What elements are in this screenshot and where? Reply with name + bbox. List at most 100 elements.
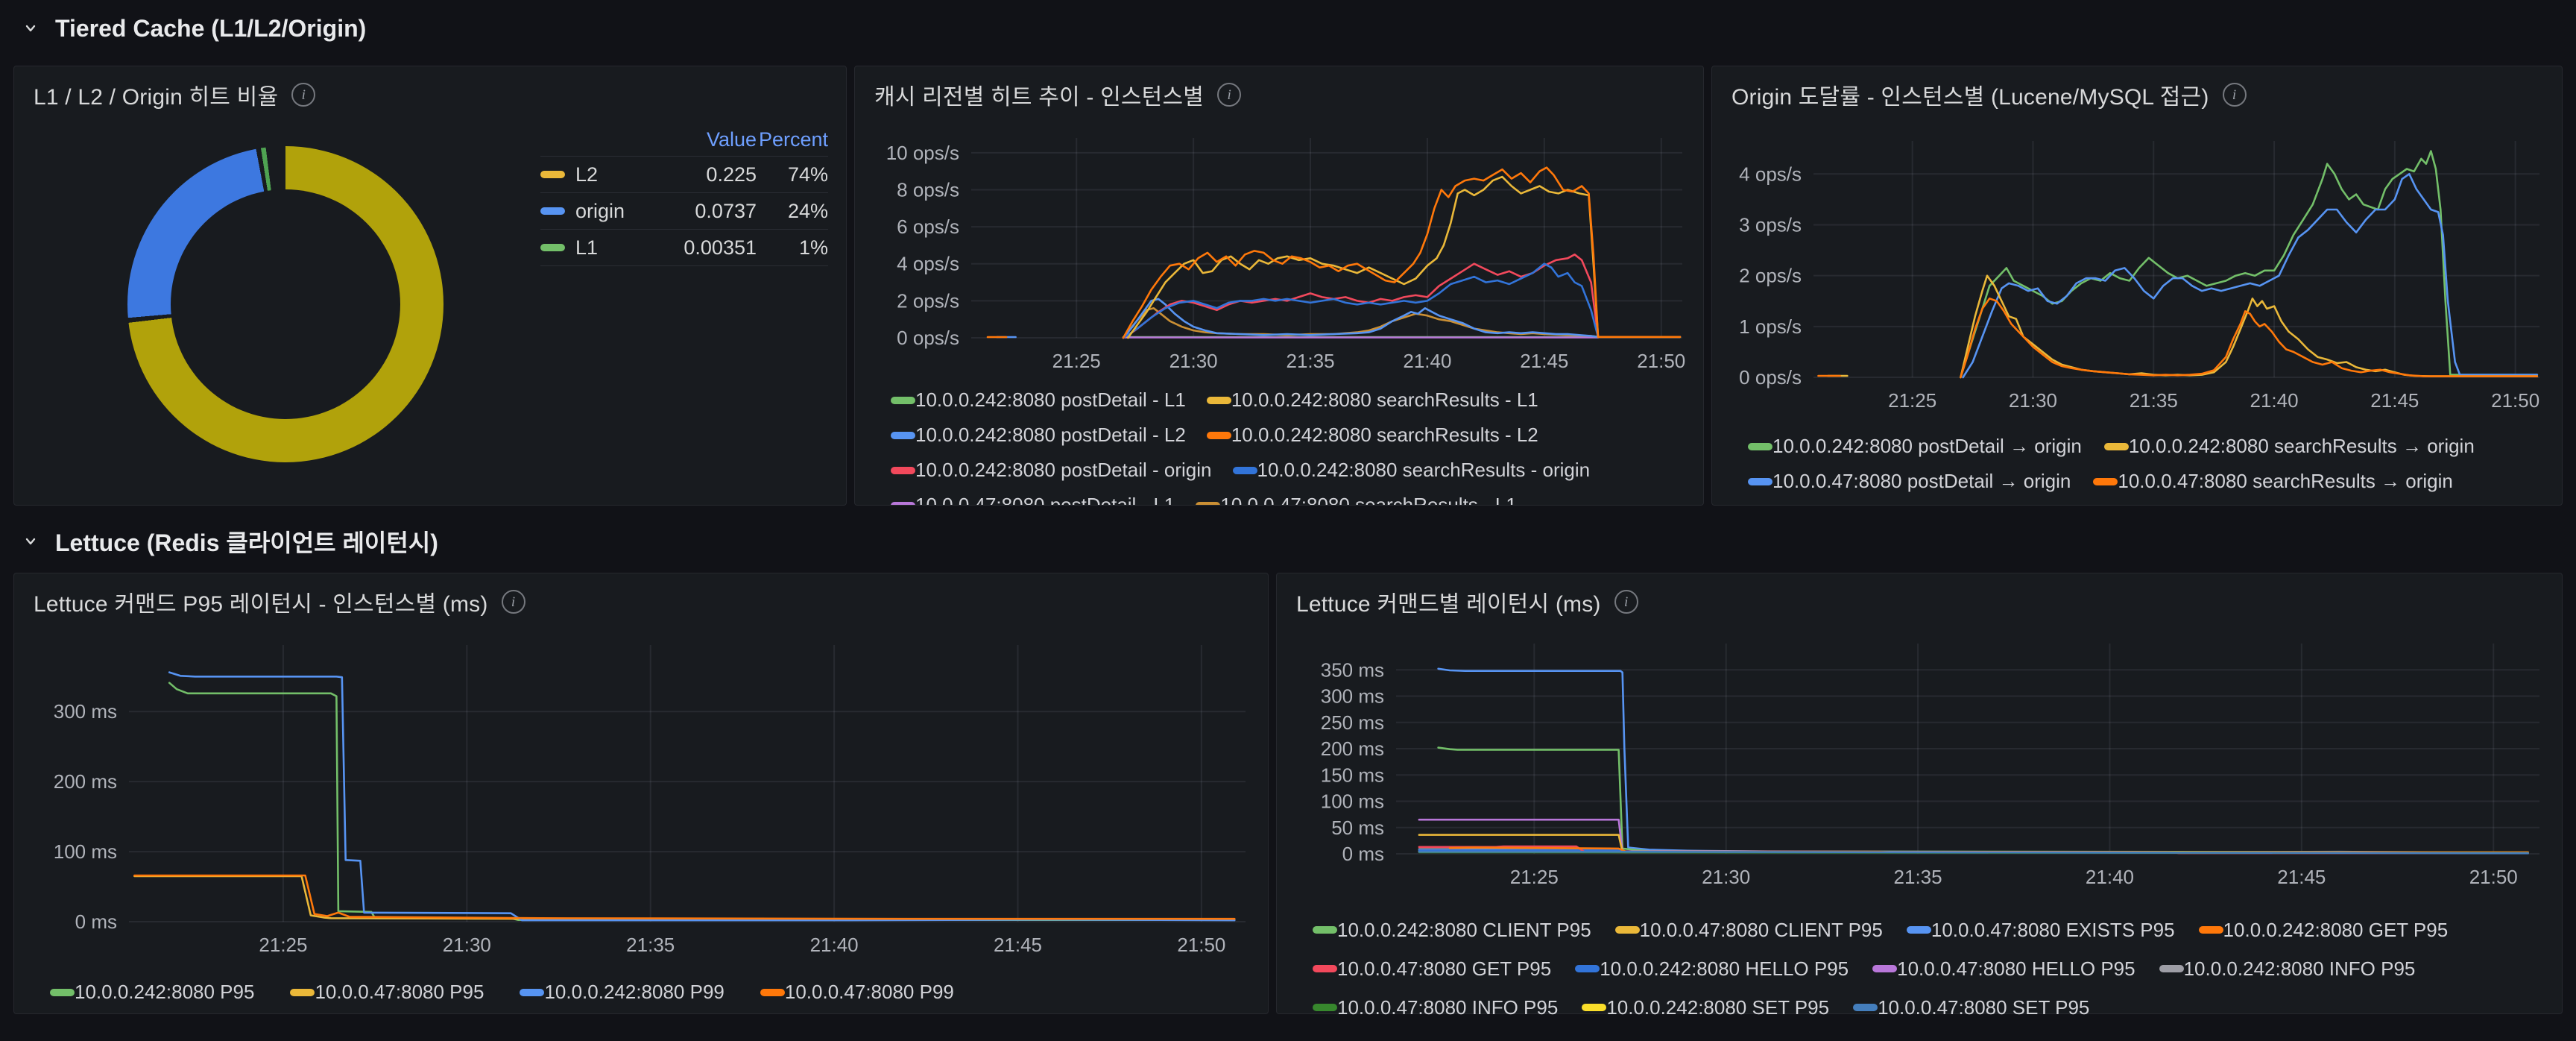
panel-header[interactable]: 캐시 리전별 히트 추이 - 인스턴스별 i bbox=[855, 66, 1703, 123]
donut-chart[interactable] bbox=[127, 146, 443, 462]
legend-label: 10.0.0.47:8080 searchResults → origin bbox=[2118, 470, 2453, 492]
legend-item[interactable]: 10.0.0.242:8080 GET P95 bbox=[2198, 911, 2448, 949]
legend-item[interactable]: 10.0.0.47:8080 postDetail → origin bbox=[1748, 464, 2071, 499]
info-icon[interactable]: i bbox=[1217, 83, 1242, 107]
panel-title: L1 / L2 / Origin 히트 비율 bbox=[34, 85, 279, 110]
table-row: L1 0.00351 1% bbox=[540, 230, 828, 266]
panel-header[interactable]: Origin 도달률 - 인스턴스별 (Lucene/MySQL 접근) i bbox=[1712, 66, 2562, 123]
series-color-chip bbox=[891, 501, 915, 505]
series-color-chip bbox=[891, 466, 915, 474]
svg-text:50 ms: 50 ms bbox=[1331, 817, 1384, 839]
legend-item[interactable]: 10.0.0.242:8080 postDetail - L2 bbox=[891, 418, 1186, 453]
info-icon[interactable]: i bbox=[291, 83, 316, 107]
table-row: L2 0.225 74% bbox=[540, 157, 828, 193]
legend-item[interactable]: 10.0.0.242:8080 postDetail → origin bbox=[1748, 429, 2082, 464]
legend-item[interactable]: 10.0.0.47:8080 P95 bbox=[290, 975, 484, 1010]
column-header-value[interactable]: Value bbox=[706, 128, 757, 151]
svg-text:21:35: 21:35 bbox=[2130, 389, 2178, 412]
legend-label: 10.0.0.242:8080 postDetail - L2 bbox=[915, 424, 1186, 446]
series-color-chip bbox=[1313, 926, 1337, 934]
svg-text:21:30: 21:30 bbox=[443, 934, 491, 956]
series-color-chip bbox=[540, 244, 565, 251]
svg-text:21:40: 21:40 bbox=[1403, 350, 1451, 372]
legend-item[interactable]: 10.0.0.47:8080 INFO P95 bbox=[1313, 988, 1558, 1027]
series-color-chip bbox=[1206, 431, 1231, 439]
legend-item[interactable]: 10.0.0.242:8080 searchResults → origin bbox=[2103, 429, 2475, 464]
legend-label: 10.0.0.242:8080 P99 bbox=[544, 981, 724, 1003]
svg-text:2 ops/s: 2 ops/s bbox=[897, 289, 959, 312]
legend-item[interactable]: 10.0.0.242:8080 INFO P95 bbox=[2159, 949, 2415, 988]
legend-item[interactable]: 10.0.0.47:8080 HELLO P95 bbox=[1872, 949, 2135, 988]
legend-item[interactable]: 10.0.0.47:8080 searchResults - L1 bbox=[1196, 488, 1517, 505]
legend-label: 10.0.0.242:8080 SET P95 bbox=[1606, 996, 1830, 1019]
legend-item[interactable]: 10.0.0.242:8080 searchResults - L2 bbox=[1206, 418, 1538, 453]
legend-item[interactable]: 10.0.0.47:8080 postDetail - L1 bbox=[891, 488, 1175, 505]
series-label[interactable]: L1 bbox=[575, 236, 599, 259]
svg-text:3 ops/s: 3 ops/s bbox=[1739, 213, 1802, 236]
panel-title: 캐시 리전별 히트 추이 - 인스턴스별 bbox=[874, 85, 1205, 110]
time-series-chart[interactable]: 21:25 21:30 21:35 21:40 21:45 21:50 0 ms 50 ms 1… bbox=[1289, 636, 2551, 897]
legend-item[interactable]: 10.0.0.47:8080 EXISTS P95 bbox=[1906, 911, 2175, 949]
section-header-lettuce[interactable]: Lettuce (Redis 클라이언트 레이턴시) bbox=[22, 523, 438, 559]
series-color-chip bbox=[2093, 477, 2118, 485]
series-percent: 24% bbox=[787, 199, 828, 222]
series-color-chip bbox=[760, 988, 785, 996]
series-color-chip bbox=[1906, 926, 1931, 934]
legend-item[interactable]: 10.0.0.47:8080 GET P95 bbox=[1313, 949, 1551, 988]
legend-label: 10.0.0.242:8080 postDetail - origin bbox=[915, 459, 1212, 481]
section-header-tiered-cache[interactable]: Tiered Cache (L1/L2/Origin) bbox=[22, 10, 366, 46]
legend-label: 10.0.0.242:8080 postDetail - L1 bbox=[915, 389, 1186, 411]
legend-item[interactable]: 10.0.0.47:8080 SET P95 bbox=[1853, 988, 2089, 1027]
legend-item[interactable]: 10.0.0.242:8080 searchResults - origin bbox=[1232, 453, 1590, 488]
svg-text:21:50: 21:50 bbox=[2491, 389, 2539, 412]
legend-item[interactable]: 10.0.0.242:8080 searchResults - L1 bbox=[1206, 383, 1538, 418]
chart-legend: 10.0.0.242:8080 postDetail → origin 10.0.… bbox=[1748, 429, 2539, 503]
svg-text:6 ops/s: 6 ops/s bbox=[897, 216, 959, 238]
series-label[interactable]: origin bbox=[575, 199, 625, 222]
svg-text:21:45: 21:45 bbox=[2277, 866, 2326, 888]
svg-text:150 ms: 150 ms bbox=[1321, 764, 1384, 786]
svg-text:21:40: 21:40 bbox=[810, 934, 859, 956]
legend-item[interactable]: 10.0.0.242:8080 HELLO P95 bbox=[1575, 949, 1849, 988]
legend-item[interactable]: 10.0.0.242:8080 SET P95 bbox=[1582, 988, 1829, 1027]
legend-item[interactable]: 10.0.0.242:8080 CLIENT P95 bbox=[1313, 911, 1591, 949]
legend-item[interactable]: 10.0.0.242:8080 postDetail - L1 bbox=[891, 383, 1186, 418]
info-icon[interactable]: i bbox=[2222, 83, 2247, 107]
legend-label: 10.0.0.242:8080 searchResults - L1 bbox=[1231, 389, 1538, 411]
series-label[interactable]: L2 bbox=[575, 163, 599, 186]
svg-text:21:25: 21:25 bbox=[1052, 350, 1101, 372]
series-color-chip bbox=[50, 988, 75, 996]
legend-item[interactable]: 10.0.0.242:8080 postDetail - origin bbox=[891, 453, 1212, 488]
svg-text:0 ms: 0 ms bbox=[1342, 843, 1384, 865]
time-series-chart[interactable]: 21:25 21:30 21:35 21:40 21:45 21:50 0 ops/s 2 o… bbox=[867, 129, 1693, 390]
time-series-chart[interactable]: 21:25 21:30 21:35 21:40 21:45 21:50 0 ops/s 1 o… bbox=[1724, 129, 2551, 416]
chevron-down-icon bbox=[22, 533, 39, 550]
svg-text:0 ops/s: 0 ops/s bbox=[897, 327, 959, 349]
svg-text:21:50: 21:50 bbox=[1177, 934, 1225, 956]
panel-header[interactable]: Lettuce 커맨드별 레이턴시 (ms) i bbox=[1277, 573, 2562, 630]
svg-text:100 ms: 100 ms bbox=[1321, 790, 1384, 813]
time-series-chart[interactable]: 21:25 21:30 21:35 21:40 21:45 21:50 0 ms 100 ms… bbox=[26, 636, 1257, 987]
info-icon[interactable]: i bbox=[501, 590, 525, 614]
svg-text:21:30: 21:30 bbox=[2009, 389, 2057, 412]
svg-text:0 ms: 0 ms bbox=[75, 911, 117, 933]
panel-title: Origin 도달률 - 인스턴스별 (Lucene/MySQL 접근) bbox=[1731, 85, 2209, 110]
svg-text:21:50: 21:50 bbox=[1637, 350, 1685, 372]
legend-label: 10.0.0.47:8080 INFO P95 bbox=[1337, 996, 1559, 1019]
panel-header[interactable]: L1 / L2 / Origin 히트 비율 i bbox=[14, 66, 846, 123]
svg-text:10 ops/s: 10 ops/s bbox=[886, 142, 959, 164]
info-icon[interactable]: i bbox=[1614, 590, 1638, 614]
legend-label: 10.0.0.242:8080 searchResults - L2 bbox=[1231, 424, 1538, 446]
svg-text:0 ops/s: 0 ops/s bbox=[1739, 366, 1802, 389]
legend-item[interactable]: 10.0.0.47:8080 CLIENT P95 bbox=[1614, 911, 1883, 949]
legend-label: 10.0.0.47:8080 EXISTS P95 bbox=[1931, 918, 2175, 941]
legend-item[interactable]: 10.0.0.47:8080 searchResults → origin bbox=[2093, 464, 2453, 499]
svg-text:21:25: 21:25 bbox=[1888, 389, 1936, 412]
panel-header[interactable]: Lettuce 커맨드 P95 레이턴시 - 인스턴스별 (ms) i bbox=[14, 573, 1268, 630]
column-header-percent[interactable]: Percent bbox=[758, 128, 828, 151]
legend-item[interactable]: 10.0.0.242:8080 P95 bbox=[50, 975, 254, 1010]
legend-item[interactable]: 10.0.0.242:8080 P99 bbox=[520, 975, 724, 1010]
legend-item[interactable]: 10.0.0.47:8080 P99 bbox=[760, 975, 954, 1010]
series-color-chip bbox=[1853, 1004, 1878, 1011]
